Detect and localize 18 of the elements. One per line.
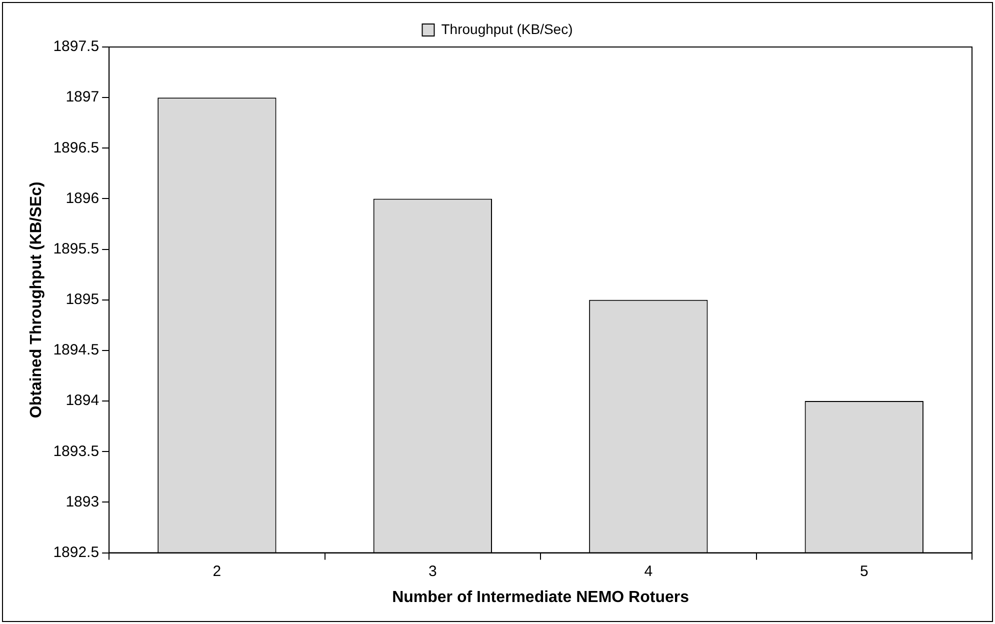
y-tick-label: 1894 <box>66 392 100 410</box>
legend-label: Throughput (KB/Sec) <box>441 20 573 37</box>
y-tick-label: 1895.5 <box>53 240 100 258</box>
y-axis-title: Obtained Throughput (KB/SEc) <box>28 182 46 418</box>
y-tick-label: 1896.5 <box>53 139 100 156</box>
x-tick-label: 2 <box>212 562 222 580</box>
y-tick-label: 1896 <box>66 190 100 207</box>
y-tick-label: 1893 <box>66 493 100 510</box>
y-tick-label: 1892.5 <box>53 544 100 561</box>
y-tick-label: 1895 <box>66 291 100 308</box>
x-tick-label: 5 <box>860 562 868 580</box>
x-tick-label: 4 <box>644 562 653 580</box>
y-tick-label: 1897 <box>66 88 100 106</box>
y-tick-label: 1897.5 <box>53 38 100 56</box>
y-tick-label: 1894.5 <box>53 342 100 359</box>
x-tick-label: 3 <box>428 562 437 580</box>
x-axis-title: Number of Intermediate NEMO Rotuers <box>392 588 690 606</box>
y-tick-label: 1893.5 <box>53 442 100 460</box>
